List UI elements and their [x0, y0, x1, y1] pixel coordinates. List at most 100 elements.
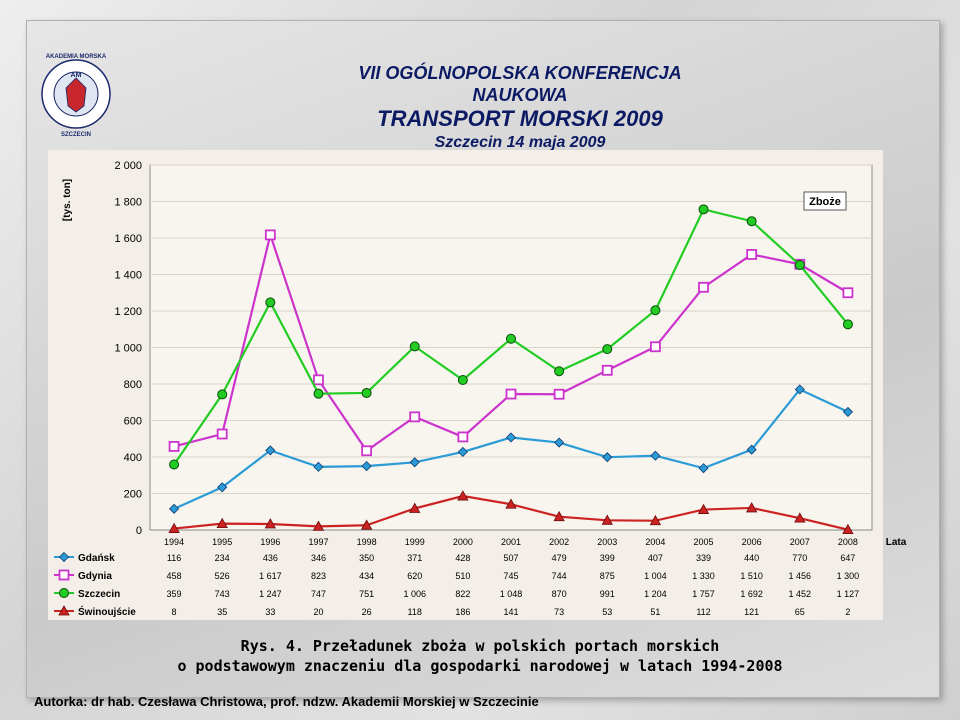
data-label: 1 204 [644, 589, 667, 599]
data-label: 751 [359, 589, 374, 599]
legend-entry: Gdańsk [78, 553, 115, 564]
data-label: 371 [407, 553, 422, 563]
data-point [361, 387, 372, 398]
data-point [745, 502, 758, 513]
data-label: 510 [455, 571, 470, 581]
data-label: 526 [215, 571, 230, 581]
data-label: 1 247 [259, 589, 282, 599]
data-label: 440 [744, 553, 759, 563]
data-point [746, 444, 757, 455]
data-label: 870 [552, 589, 567, 599]
data-point [842, 319, 853, 330]
data-point [457, 446, 468, 457]
y-axis-label: [tys. ton] [62, 179, 73, 221]
data-label: 1 757 [692, 589, 715, 599]
data-label: 1 127 [837, 589, 860, 599]
data-label: 458 [167, 571, 182, 581]
data-point [746, 249, 758, 260]
data-label: 822 [455, 589, 470, 599]
logo-monogram: AM [71, 72, 82, 79]
data-point [794, 384, 805, 395]
data-point [312, 520, 325, 531]
data-point [264, 518, 277, 529]
x-tick-label: 1995 [212, 537, 232, 547]
y-tick-label: 0 [136, 525, 142, 537]
y-tick-label: 2 000 [114, 160, 142, 172]
data-point [361, 445, 373, 457]
legend-entry: Świnoujście [78, 605, 136, 618]
legend-entry: Gdynia [78, 571, 112, 582]
logo-text-top: AKADEMIA MORSKA [46, 54, 107, 60]
x-tick-label: 2001 [501, 537, 521, 547]
data-label: 112 [696, 607, 710, 617]
data-label: 745 [503, 571, 518, 581]
data-label: 26 [362, 607, 372, 617]
data-point [313, 374, 324, 386]
data-point [650, 450, 661, 461]
data-label: 20 [313, 607, 323, 617]
data-label: 35 [217, 607, 227, 617]
data-label: 747 [311, 589, 326, 599]
data-label: 33 [265, 607, 275, 617]
x-tick-label: 1994 [164, 537, 184, 547]
legend-marker [59, 588, 69, 598]
data-point [505, 432, 517, 443]
data-label: 234 [215, 553, 230, 563]
data-point [650, 341, 661, 353]
data-point [842, 406, 853, 417]
data-point [601, 514, 613, 525]
data-label: 1 456 [789, 571, 812, 581]
data-label: 823 [311, 571, 326, 581]
data-point [746, 216, 757, 227]
data-point [265, 445, 276, 456]
data-label: 51 [650, 607, 660, 617]
data-point [698, 281, 709, 293]
x-tick-label: 1999 [405, 537, 425, 547]
y-tick-label: 1 200 [114, 306, 142, 318]
data-point [169, 503, 180, 514]
data-label: 65 [795, 607, 805, 617]
x-tick-label: 2003 [597, 537, 617, 547]
conference-title: VII OGÓLNOPOLSKA KONFERENCJA NAUKOWA TRA… [330, 62, 710, 154]
x-tick-label: 2005 [694, 537, 714, 547]
data-point [168, 522, 180, 533]
chart-title: Zboże [809, 196, 841, 208]
data-label: 770 [792, 553, 807, 563]
data-label: 118 [408, 607, 422, 617]
data-label: 1 330 [692, 571, 715, 581]
y-tick-label: 200 [124, 489, 142, 501]
data-point [698, 204, 709, 215]
data-point [554, 437, 565, 448]
data-label: 359 [167, 589, 182, 599]
data-point [553, 510, 565, 522]
data-point [313, 461, 324, 472]
data-label: 1 510 [740, 571, 763, 581]
data-label: 346 [311, 553, 326, 563]
data-label: 2 [845, 607, 850, 617]
x-tick-label: 2008 [838, 537, 858, 547]
legend-entry: Szczecin [78, 589, 120, 600]
y-tick-label: 800 [124, 379, 142, 391]
data-point [216, 428, 228, 440]
data-point [216, 517, 228, 529]
data-label: 1 300 [837, 571, 860, 581]
data-point [697, 503, 710, 514]
data-point [650, 305, 661, 316]
data-point [409, 341, 420, 352]
conference-line1: VII OGÓLNOPOLSKA KONFERENCJA NAUKOWA [358, 63, 682, 105]
data-label: 1 006 [403, 589, 426, 599]
data-label: 1 004 [644, 571, 667, 581]
data-point [169, 459, 180, 470]
data-point [361, 461, 372, 472]
logo-text-bottom: SZCZECIN [61, 132, 91, 138]
data-label: 350 [359, 553, 374, 563]
data-point [554, 366, 565, 377]
data-point [409, 457, 420, 468]
data-label: 53 [602, 607, 612, 617]
data-label: 1 452 [789, 589, 812, 599]
x-axis-label: Lata [886, 537, 907, 548]
data-point [602, 344, 613, 355]
legend-marker [58, 551, 70, 563]
data-point [457, 490, 469, 501]
